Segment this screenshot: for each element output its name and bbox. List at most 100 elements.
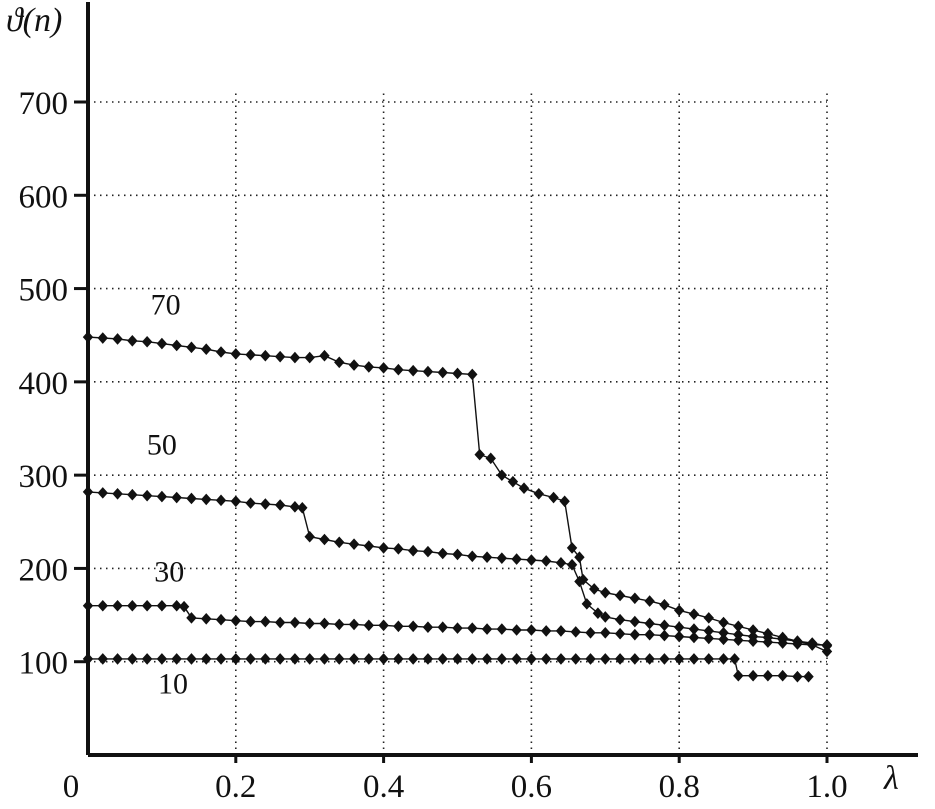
diamond-marker: [629, 592, 641, 605]
diamond-marker: [496, 552, 508, 564]
diamond-marker: [629, 615, 641, 628]
diamond-marker: [600, 611, 611, 623]
diamond-marker: [566, 542, 578, 554]
diamond-marker: [566, 558, 578, 571]
series-50-markers: [82, 486, 833, 652]
diamond-marker: [348, 618, 360, 631]
diamond-marker: [82, 331, 94, 343]
diamond-marker: [82, 599, 94, 612]
diamond-marker: [363, 361, 375, 373]
diamond-marker: [733, 669, 744, 682]
x-tick-label: 0: [63, 769, 80, 805]
diamond-marker: [230, 495, 241, 508]
curve-label-30: 30: [154, 555, 184, 588]
diamond-marker: [186, 492, 197, 505]
diamond-marker: [393, 620, 404, 633]
curve-label-10: 10: [158, 667, 188, 700]
y-tick-label: 600: [19, 179, 69, 215]
diamond-marker: [127, 599, 138, 612]
diamond-marker: [156, 653, 168, 665]
diamond-marker: [171, 339, 182, 352]
diamond-marker: [792, 670, 803, 683]
diamond-marker: [127, 488, 138, 501]
diamond-marker: [97, 487, 108, 499]
diamond-marker: [274, 499, 286, 511]
diamond-marker: [703, 653, 714, 665]
diamond-marker: [422, 365, 434, 378]
diamond-marker: [548, 491, 559, 504]
diamond-marker: [201, 343, 212, 356]
diamond-marker: [629, 653, 641, 665]
diamond-marker: [334, 536, 345, 549]
diamond-marker: [777, 669, 788, 682]
diamond-marker: [245, 653, 256, 665]
diamond-marker: [688, 653, 700, 665]
x-tick-label: 1.0: [806, 769, 847, 805]
diamond-marker: [186, 653, 197, 665]
diamond-marker: [511, 553, 522, 565]
diamond-marker: [82, 653, 94, 665]
x-tick-label: 0.6: [511, 769, 552, 805]
y-tick-labels: 100 200 300 400 500 600 700: [19, 86, 69, 682]
diamond-marker: [540, 625, 552, 637]
diamond-marker: [127, 653, 138, 665]
curve-label-50: 50: [147, 429, 177, 462]
diamond-marker: [201, 613, 212, 625]
series-30-line: [88, 605, 827, 646]
diamond-marker: [467, 653, 478, 665]
diamond-marker: [112, 488, 123, 500]
diamond-marker: [407, 653, 419, 665]
diamond-marker: [178, 600, 190, 613]
diamond-marker: [156, 490, 168, 503]
diamond-marker: [467, 622, 478, 634]
diamond-marker: [215, 653, 227, 665]
diamond-marker: [600, 626, 611, 639]
diamond-marker: [511, 624, 522, 636]
diamond-marker: [378, 619, 389, 632]
diamond-marker: [807, 639, 818, 651]
diamond-marker: [304, 351, 315, 364]
series-70-line: [87, 336, 828, 653]
diamond-marker: [304, 653, 315, 665]
diamond-marker: [718, 626, 729, 639]
diamond-marker: [703, 625, 714, 637]
diamond-marker: [718, 653, 729, 665]
diamond-marker: [747, 624, 759, 636]
diamond-marker: [467, 550, 478, 563]
axes: [86, 2, 918, 757]
diamond-marker: [319, 653, 330, 665]
diamond-marker: [792, 638, 803, 650]
diamond-marker: [230, 348, 241, 360]
diamond-marker: [171, 653, 182, 665]
diamond-marker: [97, 653, 108, 665]
diamond-marker: [289, 616, 301, 629]
diamond-marker: [467, 368, 478, 381]
y-tick-label: 700: [19, 86, 69, 122]
diamond-marker: [585, 626, 596, 639]
diamond-marker: [393, 653, 404, 665]
diamond-marker: [97, 332, 108, 344]
diamond-marker: [437, 547, 448, 560]
diamond-marker: [762, 669, 774, 682]
diamond-marker: [422, 621, 434, 633]
diamond-marker: [171, 599, 182, 612]
series-50: 50: [82, 429, 833, 652]
diamond-marker: [526, 624, 537, 636]
series-70: 70: [82, 289, 833, 658]
diamond-marker: [703, 612, 714, 624]
diamond-marker: [747, 669, 759, 682]
diamond-marker: [156, 337, 168, 350]
diamond-marker: [600, 653, 611, 665]
diamond-marker: [674, 630, 685, 643]
diamond-marker: [245, 615, 256, 628]
diamond-marker: [747, 635, 759, 647]
diamond-marker: [614, 613, 626, 626]
diamond-marker: [555, 557, 567, 569]
diamond-marker: [540, 555, 552, 567]
diamond-marker: [304, 617, 315, 630]
diamond-marker: [437, 653, 448, 665]
diamond-marker: [230, 614, 241, 627]
diamond-marker: [485, 452, 496, 465]
diamond-marker: [821, 639, 833, 651]
